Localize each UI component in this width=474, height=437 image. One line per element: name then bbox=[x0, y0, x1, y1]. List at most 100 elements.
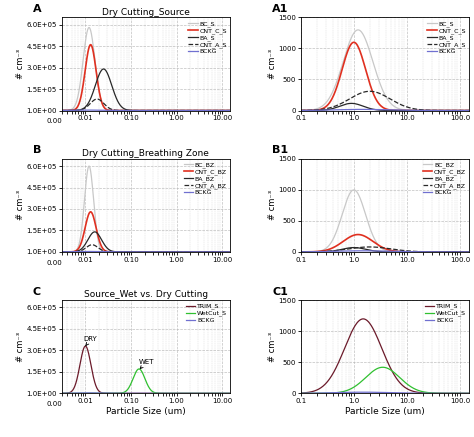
BCKG bbox=[353, 248, 358, 253]
BA_BZ bbox=[318, 249, 324, 254]
CNT_C_BZ bbox=[353, 232, 358, 237]
CNT_A_S bbox=[139, 108, 145, 113]
BCKG bbox=[140, 249, 146, 254]
BCKG bbox=[59, 249, 64, 254]
CNT_C_S bbox=[365, 75, 371, 80]
Y-axis label: # cm⁻³: # cm⁻³ bbox=[16, 49, 25, 79]
CNT_A_BZ bbox=[150, 249, 156, 254]
CNT_C_S bbox=[139, 108, 145, 113]
TRIM_S bbox=[227, 391, 233, 396]
CNT_C_BZ bbox=[140, 249, 146, 254]
BC_BZ bbox=[224, 249, 229, 254]
TRIM_S bbox=[360, 316, 366, 322]
BA_S bbox=[227, 108, 233, 113]
Line: BA_BZ: BA_BZ bbox=[62, 232, 230, 252]
BC_BZ bbox=[86, 163, 92, 169]
Line: BC_S: BC_S bbox=[62, 28, 230, 111]
BCKG bbox=[318, 108, 324, 113]
TRIM_S bbox=[59, 391, 64, 396]
CNT_C_BZ bbox=[139, 249, 145, 254]
Title: Dry Cutting_Breathing Zone: Dry Cutting_Breathing Zone bbox=[82, 149, 210, 158]
BA_BZ bbox=[140, 249, 146, 254]
TRIM_S bbox=[139, 391, 145, 396]
Line: BCKG: BCKG bbox=[301, 251, 469, 252]
BCKG bbox=[224, 391, 229, 396]
WetCut_S bbox=[224, 391, 229, 396]
CNT_C_BZ bbox=[150, 249, 156, 254]
CNT_A_S bbox=[318, 107, 324, 112]
BC_BZ bbox=[404, 249, 410, 254]
WetCut_S bbox=[298, 391, 304, 396]
X-axis label: Particle Size (um): Particle Size (um) bbox=[106, 407, 186, 416]
Line: BC_BZ: BC_BZ bbox=[62, 166, 230, 252]
CNT_A_BZ bbox=[89, 242, 95, 247]
CNT_C_BZ bbox=[159, 249, 165, 254]
Text: A: A bbox=[33, 4, 42, 14]
BA_S bbox=[59, 108, 64, 113]
CNT_A_S bbox=[224, 108, 229, 113]
Text: A1: A1 bbox=[272, 4, 289, 14]
BA_BZ bbox=[298, 249, 304, 254]
Text: 0.00: 0.00 bbox=[46, 118, 62, 125]
CNT_A_BZ bbox=[365, 244, 370, 250]
BC_S bbox=[353, 28, 358, 34]
CNT_A_S bbox=[94, 97, 100, 102]
BCKG bbox=[421, 249, 427, 254]
BCKG bbox=[150, 391, 156, 396]
Line: CNT_C_BZ: CNT_C_BZ bbox=[62, 212, 230, 252]
BC_S bbox=[466, 108, 472, 113]
BCKG bbox=[318, 390, 324, 395]
WetCut_S bbox=[421, 389, 427, 395]
Line: WetCut_S: WetCut_S bbox=[301, 367, 469, 393]
WetCut_S bbox=[420, 389, 426, 394]
CNT_C_BZ bbox=[197, 249, 203, 254]
WetCut_S bbox=[365, 373, 370, 378]
BCKG bbox=[59, 108, 64, 113]
BA_BZ bbox=[139, 249, 145, 254]
WetCut_S bbox=[150, 389, 156, 395]
CNT_A_S bbox=[421, 108, 427, 113]
CNT_C_S bbox=[351, 40, 357, 45]
Y-axis label: # cm⁻³: # cm⁻³ bbox=[267, 191, 276, 220]
Legend: TRIM_S, WetCut_S, BCKG: TRIM_S, WetCut_S, BCKG bbox=[184, 302, 228, 324]
BCKG bbox=[59, 391, 64, 396]
BC_S bbox=[318, 104, 324, 110]
X-axis label: Particle Size (um): Particle Size (um) bbox=[345, 407, 425, 416]
WetCut_S bbox=[380, 364, 385, 370]
TRIM_S bbox=[298, 390, 304, 395]
CNT_A_S bbox=[353, 93, 358, 98]
CNT_A_S bbox=[59, 108, 64, 113]
Line: BC_BZ: BC_BZ bbox=[301, 190, 469, 252]
CNT_A_BZ bbox=[197, 249, 203, 254]
CNT_A_BZ bbox=[298, 249, 304, 254]
BC_S bbox=[59, 108, 64, 113]
CNT_C_BZ bbox=[466, 249, 472, 254]
CNT_C_S bbox=[197, 108, 203, 113]
WetCut_S bbox=[227, 391, 233, 396]
BCKG bbox=[353, 107, 358, 112]
CNT_A_S bbox=[404, 104, 410, 110]
BCKG bbox=[227, 391, 233, 396]
BCKG bbox=[150, 108, 156, 113]
BC_S bbox=[227, 108, 233, 113]
Title: Dry Cutting_Source: Dry Cutting_Source bbox=[102, 8, 190, 17]
CNT_C_S bbox=[404, 108, 410, 113]
BCKG bbox=[298, 249, 304, 254]
BA_S bbox=[150, 108, 156, 113]
BCKG bbox=[353, 390, 358, 395]
BA_S bbox=[466, 108, 472, 113]
CNT_C_S bbox=[224, 108, 229, 113]
BC_S bbox=[421, 108, 427, 113]
BA_S bbox=[298, 108, 304, 113]
TRIM_S bbox=[318, 385, 324, 390]
BC_BZ bbox=[318, 248, 324, 253]
CNT_A_S bbox=[298, 108, 304, 113]
BA_BZ bbox=[224, 249, 229, 254]
BC_BZ bbox=[420, 249, 426, 254]
CNT_C_S bbox=[159, 108, 165, 113]
WetCut_S bbox=[59, 391, 64, 396]
TRIM_S bbox=[140, 391, 146, 396]
CNT_C_BZ bbox=[298, 249, 304, 254]
Legend: BC_BZ, CNT_C_BZ, BA_BZ, CNT_A_BZ, BCKG: BC_BZ, CNT_C_BZ, BA_BZ, CNT_A_BZ, BCKG bbox=[182, 161, 228, 197]
CNT_C_S bbox=[420, 108, 426, 113]
